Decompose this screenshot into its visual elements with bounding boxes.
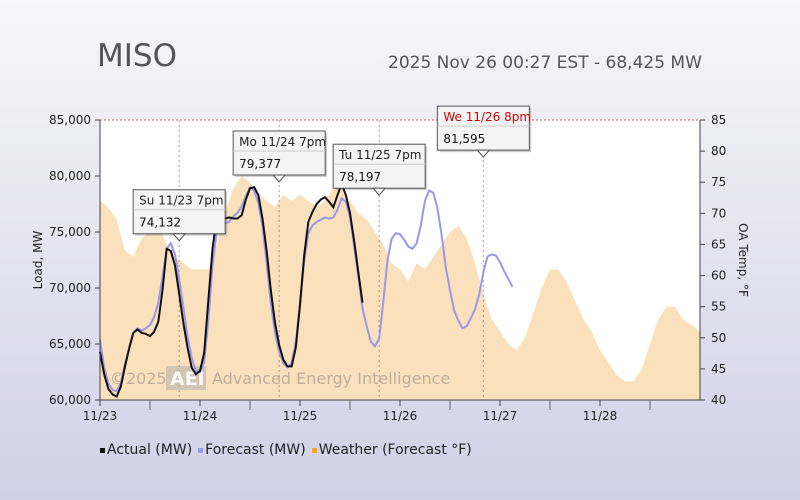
legend-label: Forecast (MW) (205, 442, 306, 458)
y-left-tick-label: 80,000 (49, 169, 91, 183)
tooltip-title: Tu 11/25 7pm (338, 148, 421, 162)
y-left-tick-label: 75,000 (49, 225, 91, 239)
legend-swatch (311, 447, 317, 453)
axes: 60,000 65,000 70,000 75,000 80,000 85,000 40 45… (49, 113, 726, 423)
page-subtitle: 2025 Nov 26 00:27 EST - 68,425 MW (388, 53, 702, 73)
series-lines (99, 180, 514, 399)
tooltip-box (332, 143, 426, 189)
tooltip-title: We 11/26 8pm (443, 110, 531, 124)
x-tick-label: 11/24 (183, 409, 218, 423)
x-tick-label: 11/28 (583, 409, 618, 423)
y-right-tick-label: 75 (711, 175, 726, 189)
page-title: MISO (97, 38, 177, 74)
watermark: ©2025 AEI Advanced Energy Intelligence (110, 366, 450, 390)
series-weather-area (100, 176, 700, 400)
tooltip-box (232, 130, 326, 176)
y-right-tick-label: 70 (711, 206, 726, 220)
tooltip-value: 81,595 (443, 132, 485, 146)
tooltip-value: 74,132 (139, 216, 181, 230)
tooltip-value: 78,197 (339, 170, 381, 184)
watermark-company: Advanced Energy Intelligence (212, 369, 450, 388)
tooltip-pointer (272, 174, 287, 183)
tooltip-title: Su 11/23 7pm (139, 194, 223, 208)
tooltip-value: 79,377 (239, 157, 281, 171)
y-left-tick-label: 70,000 (49, 281, 91, 295)
tooltip-title: Mo 11/24 7pm (239, 135, 326, 149)
y-left-tick-label: 60,000 (49, 393, 91, 407)
legend-label: Weather (Forecast °F) (318, 442, 472, 458)
tooltip-pointer (372, 187, 387, 196)
tooltip-box (436, 105, 530, 151)
legend-item-0[interactable]: Actual (MW) (100, 442, 192, 458)
tooltip-pointer (172, 233, 187, 242)
x-tick-label: 11/27 (483, 409, 518, 423)
legend-item-1[interactable]: Forecast (MW) (198, 442, 306, 458)
legend-swatch (100, 447, 105, 453)
tooltip-3: We 11/26 8pm 81,595 (436, 105, 532, 158)
tooltip-box (132, 189, 226, 235)
watermark-copyright: ©2025 (110, 369, 167, 388)
series-forecast-line (99, 185, 514, 393)
tooltip-1: Mo 11/24 7pm 79,377 (232, 130, 328, 183)
y-right-tick-label: 85 (711, 113, 726, 127)
legend: Actual (MW) Forecast (MW) Weather (Forecas… (100, 442, 472, 458)
y-right-tick-label: 40 (711, 393, 726, 407)
x-tick-label: 11/23 (83, 409, 118, 423)
y-right-tick-label: 50 (711, 331, 726, 345)
y-right-tick-label: 60 (711, 269, 726, 283)
x-tick-label: 11/26 (383, 409, 418, 423)
legend-swatch (198, 447, 204, 453)
series-actual-line (99, 180, 364, 399)
tooltip-2: Tu 11/25 7pm 78,197 (332, 143, 428, 196)
y-right-tick-label: 55 (711, 300, 726, 314)
y-left-tick-label: 65,000 (49, 337, 91, 351)
y-left-tick-label: 85,000 (49, 113, 91, 127)
tooltip-pointer (476, 149, 491, 158)
weather-area (100, 176, 700, 400)
legend-label: Actual (MW) (107, 442, 193, 458)
x-tick-label: 11/25 (283, 409, 318, 423)
y-right-tick-label: 80 (711, 144, 726, 158)
y-right-tick-label: 65 (711, 237, 726, 251)
y-axis-left-title: Load, MW (31, 231, 45, 290)
y-axis-right-title: OA Temp, °F (736, 223, 750, 297)
tooltip-0: Su 11/23 7pm 74,132 (132, 189, 228, 242)
peak-tooltips: Su 11/23 7pm 74,132 Mo 11/24 7pm 79,377 Tu 1… (132, 105, 532, 242)
legend-item-2[interactable]: Weather (Forecast °F) (311, 442, 472, 458)
y-right-tick-label: 45 (711, 362, 726, 376)
